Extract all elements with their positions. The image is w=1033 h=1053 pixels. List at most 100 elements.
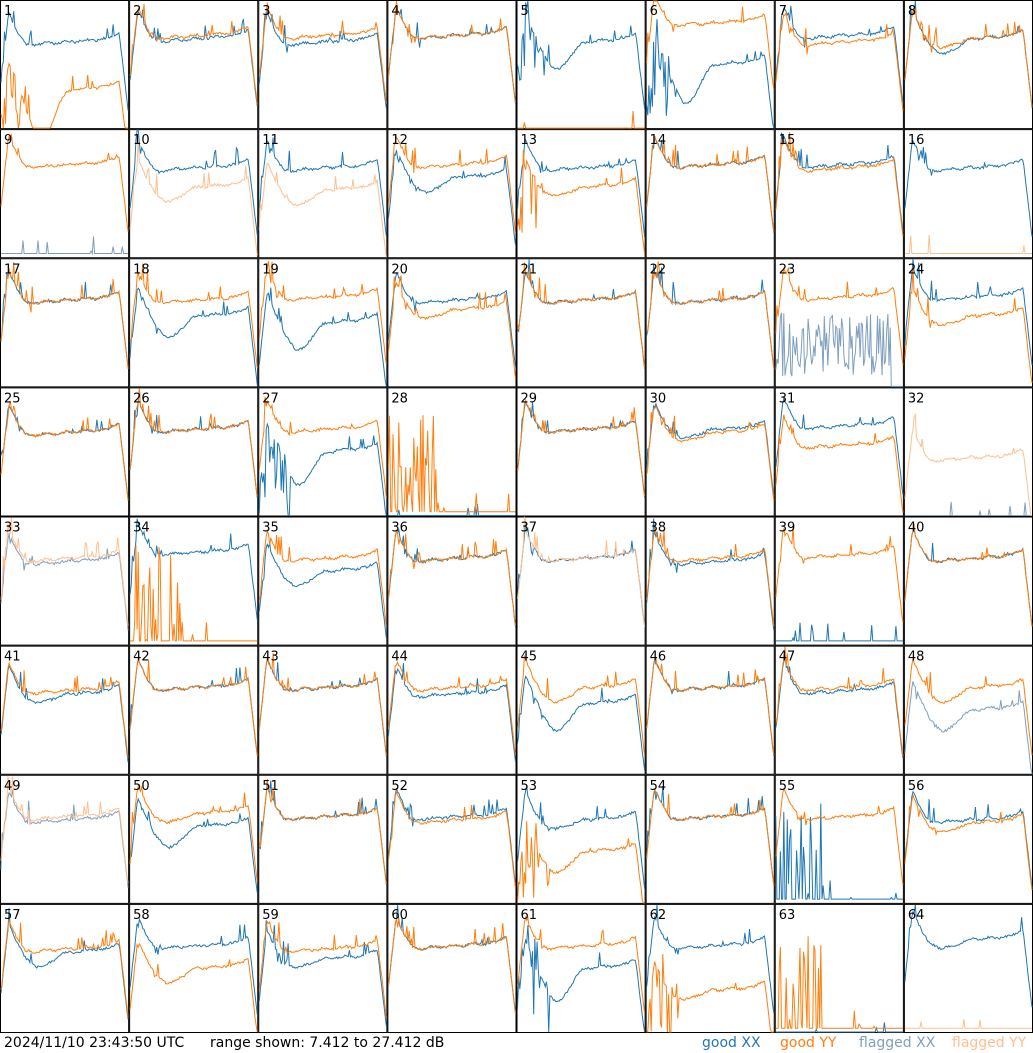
series-yy	[258, 779, 387, 884]
tile-label: 26	[133, 391, 150, 406]
tile-frame	[258, 774, 388, 904]
tile-63: 63	[774, 903, 904, 1033]
tile-label: 29	[521, 391, 538, 406]
series-yy	[904, 523, 1033, 627]
tile-label: 63	[779, 908, 796, 923]
tile-36: 36	[387, 516, 517, 646]
series-xx	[775, 803, 903, 900]
tile-label: 58	[133, 908, 150, 923]
series-yy	[904, 269, 1033, 383]
tile-label: 52	[391, 779, 408, 794]
tile-frame	[129, 258, 259, 388]
series-xx	[775, 397, 904, 495]
timestamp-label: 2024/11/10 23:43:50 UTC	[4, 1035, 185, 1051]
tile-frame	[645, 903, 775, 1033]
tile-label: 38	[650, 521, 667, 536]
tile-57: 57	[0, 903, 130, 1033]
tile-label: 43	[262, 650, 279, 665]
tile-44: 44	[387, 645, 517, 775]
tile-13: 13	[516, 129, 646, 259]
tile-frame	[645, 645, 775, 775]
tile-label: 56	[908, 779, 925, 794]
series-yy	[129, 263, 258, 369]
tile-45: 45	[516, 645, 646, 775]
tile-label: 57	[4, 908, 21, 923]
series-yy	[904, 658, 1033, 756]
tile-label: 7	[779, 4, 787, 19]
tile-2: 2	[129, 0, 259, 130]
tile-52: 52	[387, 774, 517, 904]
tile-62: 62	[645, 903, 775, 1033]
tile-5: 5	[516, 0, 646, 130]
series-yy	[258, 396, 387, 499]
series-xx	[0, 11, 129, 111]
tile-label: 13	[521, 133, 538, 148]
series-yy	[517, 262, 646, 368]
tile-frame	[0, 387, 130, 517]
series-yy	[0, 517, 129, 627]
tile-label: 55	[779, 779, 796, 794]
tile-27: 27	[258, 387, 388, 517]
tile-label: 44	[391, 650, 408, 665]
series-xx	[388, 504, 516, 516]
tile-label: 60	[391, 908, 408, 923]
range-label: range shown: 7.412 to 27.412 dB	[210, 1035, 445, 1051]
tile-label: 35	[262, 521, 279, 536]
tile-label: 45	[521, 650, 538, 665]
tile-frame	[774, 0, 904, 130]
series-xx	[129, 917, 258, 1015]
series-yy	[904, 794, 1033, 891]
series-yy	[0, 918, 129, 1018]
tile-label: 49	[4, 779, 21, 794]
tile-14: 14	[645, 129, 775, 259]
tile-frame	[903, 258, 1033, 388]
tile-frame	[903, 387, 1033, 517]
tile-frame	[774, 903, 904, 1033]
tile-label: 17	[4, 262, 21, 277]
tile-frame	[903, 129, 1033, 259]
tile-49: 49	[0, 774, 130, 904]
series-yy	[646, 261, 775, 370]
series-xx	[1, 236, 129, 256]
series-yy	[646, 788, 775, 886]
tile-frame	[129, 387, 259, 517]
tile-frame	[516, 129, 646, 259]
series-yy	[646, 405, 775, 501]
series-yy	[258, 920, 387, 1019]
tile-label: 39	[779, 521, 796, 536]
series-xx	[258, 137, 387, 237]
tile-frame	[903, 903, 1033, 1033]
tile-34: 34	[129, 516, 259, 646]
tile-6: 6	[645, 0, 775, 130]
series-xx	[258, 920, 387, 1027]
series-yy	[258, 529, 387, 627]
series-yy	[130, 544, 258, 643]
tile-frame	[0, 129, 130, 259]
tile-7: 7	[774, 0, 904, 130]
tile-label: 34	[133, 521, 150, 536]
series-xx	[775, 5, 904, 104]
tile-50: 50	[129, 774, 259, 904]
tile-frame	[774, 258, 904, 388]
tile-label: 9	[4, 133, 12, 148]
series-xx	[775, 652, 904, 759]
tile-frame	[0, 516, 130, 646]
tile-label: 31	[779, 391, 796, 406]
tile-43: 43	[258, 645, 388, 775]
series-yy	[0, 134, 129, 232]
series-yy	[775, 936, 903, 1029]
tile-frame	[516, 645, 646, 775]
series-yy	[775, 266, 904, 365]
series-yy	[775, 646, 904, 757]
tile-label: 51	[262, 779, 279, 794]
series-xx	[258, 10, 387, 109]
tile-28: 28	[387, 387, 517, 517]
series-yy	[258, 2, 387, 104]
series-xx	[387, 150, 516, 245]
series-yy	[129, 942, 258, 1033]
series-yy	[517, 150, 646, 255]
series-yy	[904, 8, 1033, 107]
series-yy	[387, 917, 516, 1014]
tile-23: 23	[774, 258, 904, 388]
